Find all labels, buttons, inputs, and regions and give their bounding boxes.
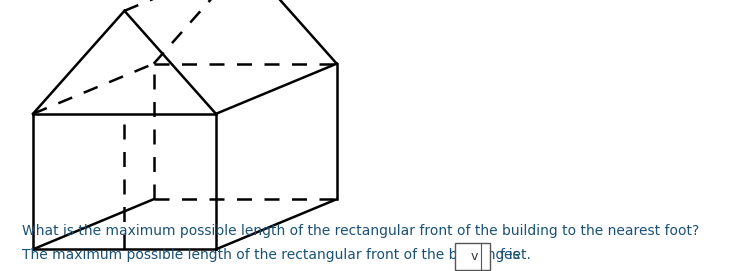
Text: What is the maximum possible length of the rectangular front of the building to : What is the maximum possible length of t… bbox=[22, 224, 699, 238]
Text: feet.: feet. bbox=[499, 248, 531, 262]
Text: The maximum possible length of the rectangular front of the building is: The maximum possible length of the recta… bbox=[22, 248, 520, 262]
Text: v: v bbox=[471, 250, 478, 263]
FancyBboxPatch shape bbox=[455, 243, 490, 270]
